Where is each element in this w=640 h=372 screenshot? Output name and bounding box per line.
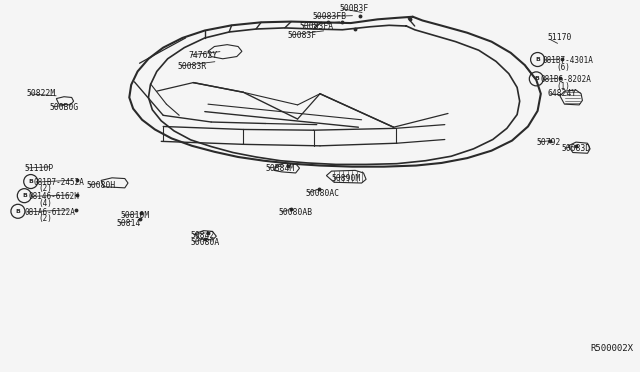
Text: 081B6-8202A: 081B6-8202A <box>541 75 591 84</box>
Text: 64824Y: 64824Y <box>547 89 577 98</box>
Text: (2): (2) <box>38 214 52 223</box>
Text: 50080AC: 50080AC <box>306 189 340 198</box>
Text: 500B0G: 500B0G <box>50 103 79 112</box>
Text: 081A6-6122A: 081A6-6122A <box>24 208 75 217</box>
Text: 50083FB: 50083FB <box>312 12 346 21</box>
Text: 081B7-2452A: 081B7-2452A <box>33 178 84 187</box>
Text: 50083R: 50083R <box>178 62 207 71</box>
Text: 50810M: 50810M <box>120 211 150 220</box>
Text: 081B7-4301A: 081B7-4301A <box>543 56 593 65</box>
Text: (1): (1) <box>557 82 571 91</box>
Text: 50080H: 50080H <box>86 181 116 190</box>
Text: R500002X: R500002X <box>591 344 634 353</box>
Text: 50080AB: 50080AB <box>278 208 312 217</box>
Text: 50083D: 50083D <box>562 144 591 153</box>
Text: 74762Y: 74762Y <box>189 51 218 60</box>
Text: B: B <box>15 209 20 214</box>
Text: 50083F: 50083F <box>288 31 317 40</box>
Text: B: B <box>535 57 540 62</box>
Text: 51110P: 51110P <box>24 164 54 173</box>
Text: (4): (4) <box>38 199 52 208</box>
Text: 50083FA: 50083FA <box>300 22 333 31</box>
Text: B: B <box>534 76 539 81</box>
Text: B: B <box>22 193 27 198</box>
Text: 50814: 50814 <box>116 219 141 228</box>
Text: 500B3F: 500B3F <box>339 4 369 13</box>
Text: 50080A: 50080A <box>191 238 220 247</box>
Text: (2): (2) <box>38 185 52 193</box>
Text: 50890M: 50890M <box>332 174 361 183</box>
Text: 50822M: 50822M <box>27 89 56 98</box>
Text: B: B <box>28 179 33 184</box>
Text: (6): (6) <box>557 63 571 72</box>
Text: 08146-6162H: 08146-6162H <box>29 192 79 201</box>
Text: 51170: 51170 <box>547 33 572 42</box>
Text: 50792: 50792 <box>536 138 561 147</box>
Text: 50842: 50842 <box>191 231 215 240</box>
Text: 50B84M: 50B84M <box>266 164 295 173</box>
